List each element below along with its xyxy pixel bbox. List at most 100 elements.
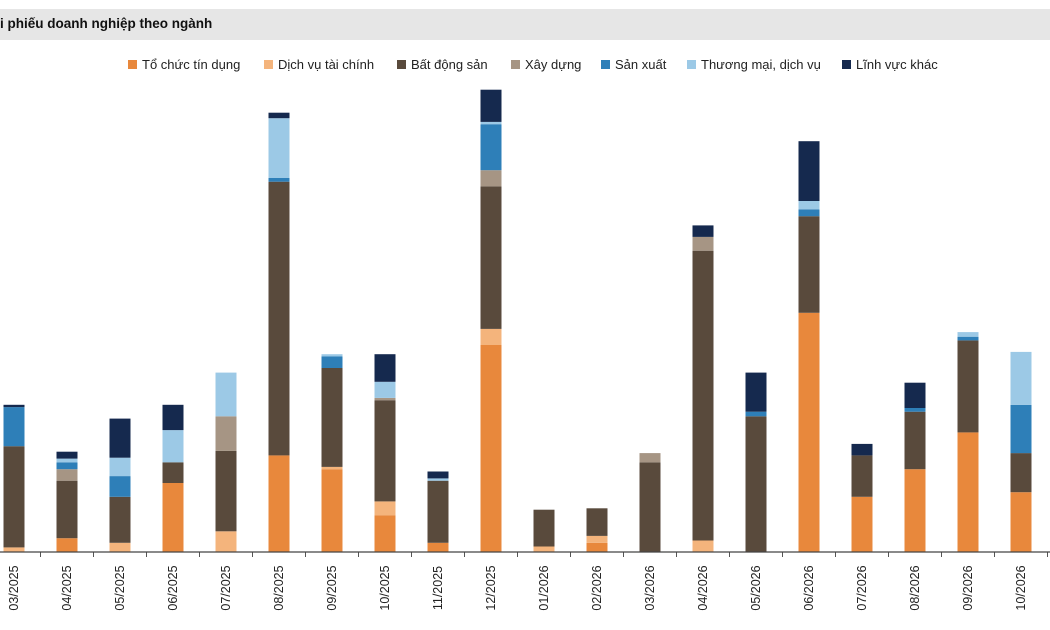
- bar-segment: [56, 538, 78, 552]
- bar-segment: [56, 480, 78, 539]
- bar-segment: [321, 354, 343, 357]
- x-tick-label: 05/2025: [113, 565, 127, 610]
- bar-segment: [109, 476, 131, 497]
- bar-segment: [215, 531, 237, 552]
- legend-swatch: [128, 59, 137, 69]
- x-tick-label: 04/2025: [60, 565, 74, 610]
- legend-swatch: [511, 59, 520, 69]
- title-bar: i phiếu doanh nghiệp theo ngành: [0, 9, 1050, 40]
- bar-segment: [1010, 453, 1032, 493]
- bar-segment: [904, 408, 926, 412]
- legend-item: Lĩnh vực khác: [842, 55, 938, 73]
- bar-segment: [374, 501, 396, 516]
- bar-segment: [162, 430, 184, 463]
- legend-swatch: [687, 59, 696, 69]
- bar-segment: [56, 458, 78, 463]
- x-tick-label: 11/2025: [431, 566, 445, 610]
- bar-segment: [109, 542, 131, 552]
- x-tick-label: 08/2026: [908, 565, 922, 610]
- legend-item: Xây dựng: [511, 55, 581, 73]
- bar-segment: [427, 480, 449, 543]
- bar-segment: [957, 432, 979, 552]
- x-tick-label: 06/2026: [802, 565, 816, 610]
- bar-segment: [798, 312, 820, 552]
- bar-segment: [904, 382, 926, 408]
- bar-segment: [215, 450, 237, 532]
- legend-item: Thương mại, dịch vụ: [687, 55, 821, 73]
- x-tick-label: 03/2026: [643, 565, 657, 610]
- bar-segment: [692, 250, 714, 541]
- legend-swatch: [601, 59, 610, 69]
- bar-segment: [268, 118, 290, 178]
- legend-swatch: [397, 59, 406, 69]
- bar-segment: [427, 478, 449, 481]
- bar-segment: [480, 186, 502, 329]
- x-tick-label: 10/2026: [1014, 565, 1028, 610]
- bar-segment: [480, 328, 502, 345]
- bar-segment: [480, 89, 502, 122]
- x-tick-label: 08/2025: [272, 565, 286, 610]
- legend-label: Xây dựng: [525, 56, 582, 72]
- bar-segment: [798, 141, 820, 201]
- bar-segment: [109, 418, 131, 458]
- bar-segment: [957, 332, 979, 337]
- legend-label: Dịch vụ tài chính: [278, 56, 375, 72]
- x-tick-label: 02/2026: [590, 565, 604, 610]
- legend-item: Tổ chức tín dụng: [128, 55, 240, 73]
- bar-segment: [215, 372, 237, 417]
- x-tick-label: 09/2025: [325, 565, 339, 610]
- bar-segment: [162, 483, 184, 552]
- bar-segment: [1010, 492, 1032, 552]
- bar-segment: [639, 462, 661, 552]
- bar-segment: [692, 540, 714, 552]
- bar-segment: [162, 404, 184, 431]
- chart-title: i phiếu doanh nghiệp theo ngành: [0, 16, 213, 31]
- legend-swatch: [264, 59, 273, 69]
- bar-segment: [56, 462, 78, 470]
- legend-label: Bất động sản: [411, 56, 488, 72]
- bar-segment: [533, 509, 555, 547]
- bar-segment: [56, 451, 78, 459]
- bar-segment: [321, 469, 343, 552]
- bar-segment: [851, 443, 873, 456]
- legend-swatch: [842, 59, 851, 69]
- legend-item: Sản xuất: [601, 55, 666, 73]
- legend-label: Lĩnh vực khác: [856, 56, 938, 72]
- bar-segment: [798, 209, 820, 217]
- bar-segment: [851, 496, 873, 552]
- legend-item: Bất động sản: [397, 55, 488, 73]
- bar-segment: [586, 535, 608, 543]
- bar-segment: [321, 356, 343, 368]
- bar-segment: [586, 508, 608, 536]
- x-tick-label: 03/2025: [7, 565, 21, 610]
- bar-segment: [374, 515, 396, 552]
- bar-segment: [3, 407, 25, 447]
- bar-segment: [3, 547, 25, 552]
- bar-segment: [851, 455, 873, 497]
- bar-segment: [374, 400, 396, 502]
- bar-segment: [374, 354, 396, 382]
- legend-label: Tổ chức tín dụng: [142, 56, 241, 72]
- bar-segment: [692, 236, 714, 251]
- bar-segment: [533, 546, 555, 552]
- x-tick-label: 12/2025: [484, 565, 498, 610]
- bar-segment: [480, 121, 502, 125]
- bar-segment: [957, 340, 979, 433]
- bar-segment: [904, 411, 926, 470]
- bar-segment: [268, 112, 290, 119]
- bar-segment: [321, 368, 343, 467]
- bar-segment: [215, 416, 237, 451]
- bar-segment: [374, 397, 396, 401]
- bar-segment: [798, 216, 820, 313]
- bar-segment: [480, 170, 502, 187]
- x-tick-label: 07/2026: [855, 565, 869, 610]
- x-tick-label: 09/2026: [961, 565, 975, 610]
- bar-segment: [480, 124, 502, 171]
- bar-segment: [427, 471, 449, 479]
- bar-segment: [321, 466, 343, 470]
- bar-segment: [3, 404, 25, 408]
- legend-label: Thương mại, dịch vụ: [701, 56, 821, 72]
- bar-segment: [798, 201, 820, 210]
- bar-segment: [3, 446, 25, 548]
- bar-segment: [586, 542, 608, 552]
